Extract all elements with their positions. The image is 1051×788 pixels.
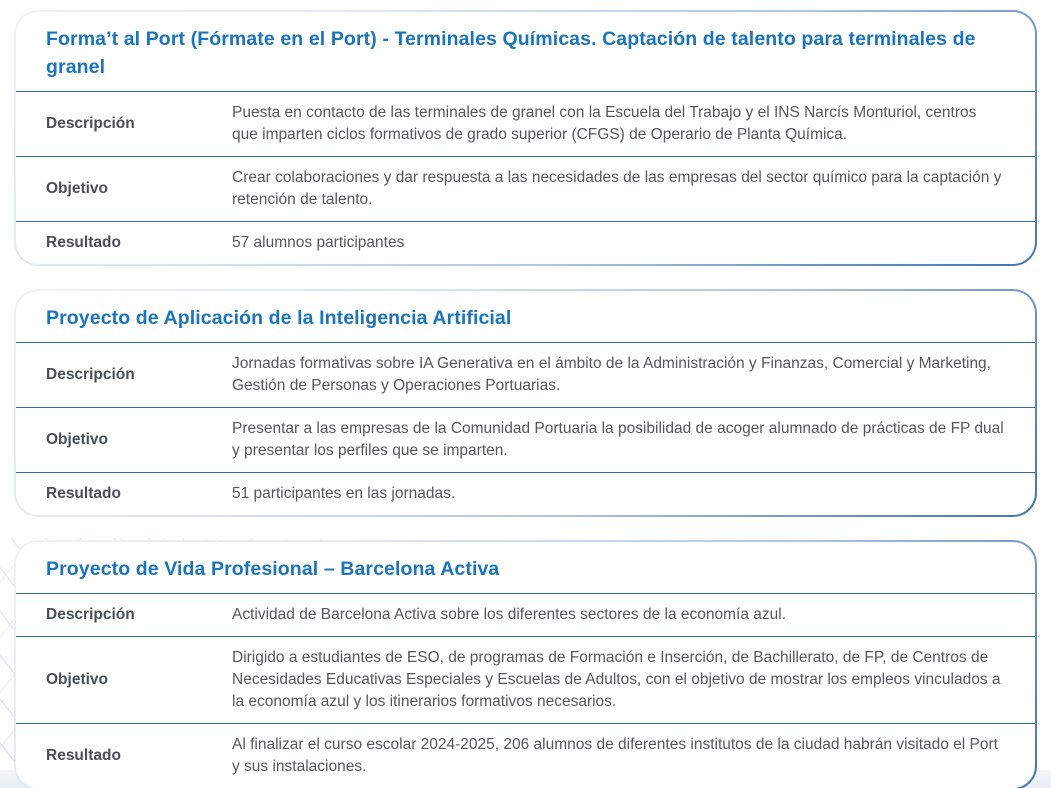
field-row-descripcion: Descripción Puesta en contacto de las te… [16, 91, 1035, 156]
field-label: Objetivo [46, 671, 109, 688]
field-row-descripcion: Descripción Jornadas formativas sobre IA… [16, 342, 1035, 407]
field-value: Puesta en contacto de las terminales de … [232, 104, 977, 143]
field-value: Crear colaboraciones y dar respuesta a l… [232, 169, 1002, 208]
field-value: Dirigido a estudiantes de ESO, de progra… [232, 649, 1001, 710]
field-label: Descripción [46, 366, 135, 383]
project-title: Forma’t al Port (Fórmate en el Port) - T… [46, 28, 976, 78]
field-label: Resultado [46, 234, 121, 251]
field-label: Resultado [46, 485, 121, 502]
field-value: Al finalizar el curso escolar 2024-2025,… [232, 736, 998, 775]
field-row-resultado: Resultado Al finalizar el curso escolar … [16, 723, 1035, 788]
field-row-objetivo: Objetivo Crear colaboraciones y dar resp… [16, 156, 1035, 221]
project-card-vida-profesional: Proyecto de Vida Profesional – Barcelona… [14, 540, 1037, 788]
field-label: Objetivo [46, 431, 109, 448]
field-label: Objetivo [46, 180, 109, 197]
field-value: Jornadas formativas sobre IA Generativa … [232, 355, 991, 394]
field-row-resultado: Resultado 57 alumnos participantes [16, 221, 1035, 264]
field-row-descripcion: Descripción Actividad de Barcelona Activ… [16, 593, 1035, 636]
project-card-inteligencia-artificial: Proyecto de Aplicación de la Inteligenci… [14, 289, 1037, 517]
project-title: Proyecto de Aplicación de la Inteligenci… [46, 307, 512, 329]
field-value: 51 participantes en las jornadas. [232, 485, 456, 502]
project-title: Proyecto de Vida Profesional – Barcelona… [46, 558, 500, 580]
field-value: 57 alumnos participantes [232, 234, 405, 251]
field-row-objetivo: Objetivo Presentar a las empresas de la … [16, 407, 1035, 472]
field-value: Presentar a las empresas de la Comunidad… [232, 420, 1004, 459]
project-card-format-al-port: Forma’t al Port (Fórmate en el Port) - T… [14, 10, 1037, 266]
field-label: Descripción [46, 115, 135, 132]
field-label: Descripción [46, 606, 135, 623]
field-row-objetivo: Objetivo Dirigido a estudiantes de ESO, … [16, 636, 1035, 723]
field-label: Resultado [46, 747, 121, 764]
field-row-resultado: Resultado 51 participantes en las jornad… [16, 472, 1035, 515]
field-value: Actividad de Barcelona Activa sobre los … [232, 606, 787, 623]
